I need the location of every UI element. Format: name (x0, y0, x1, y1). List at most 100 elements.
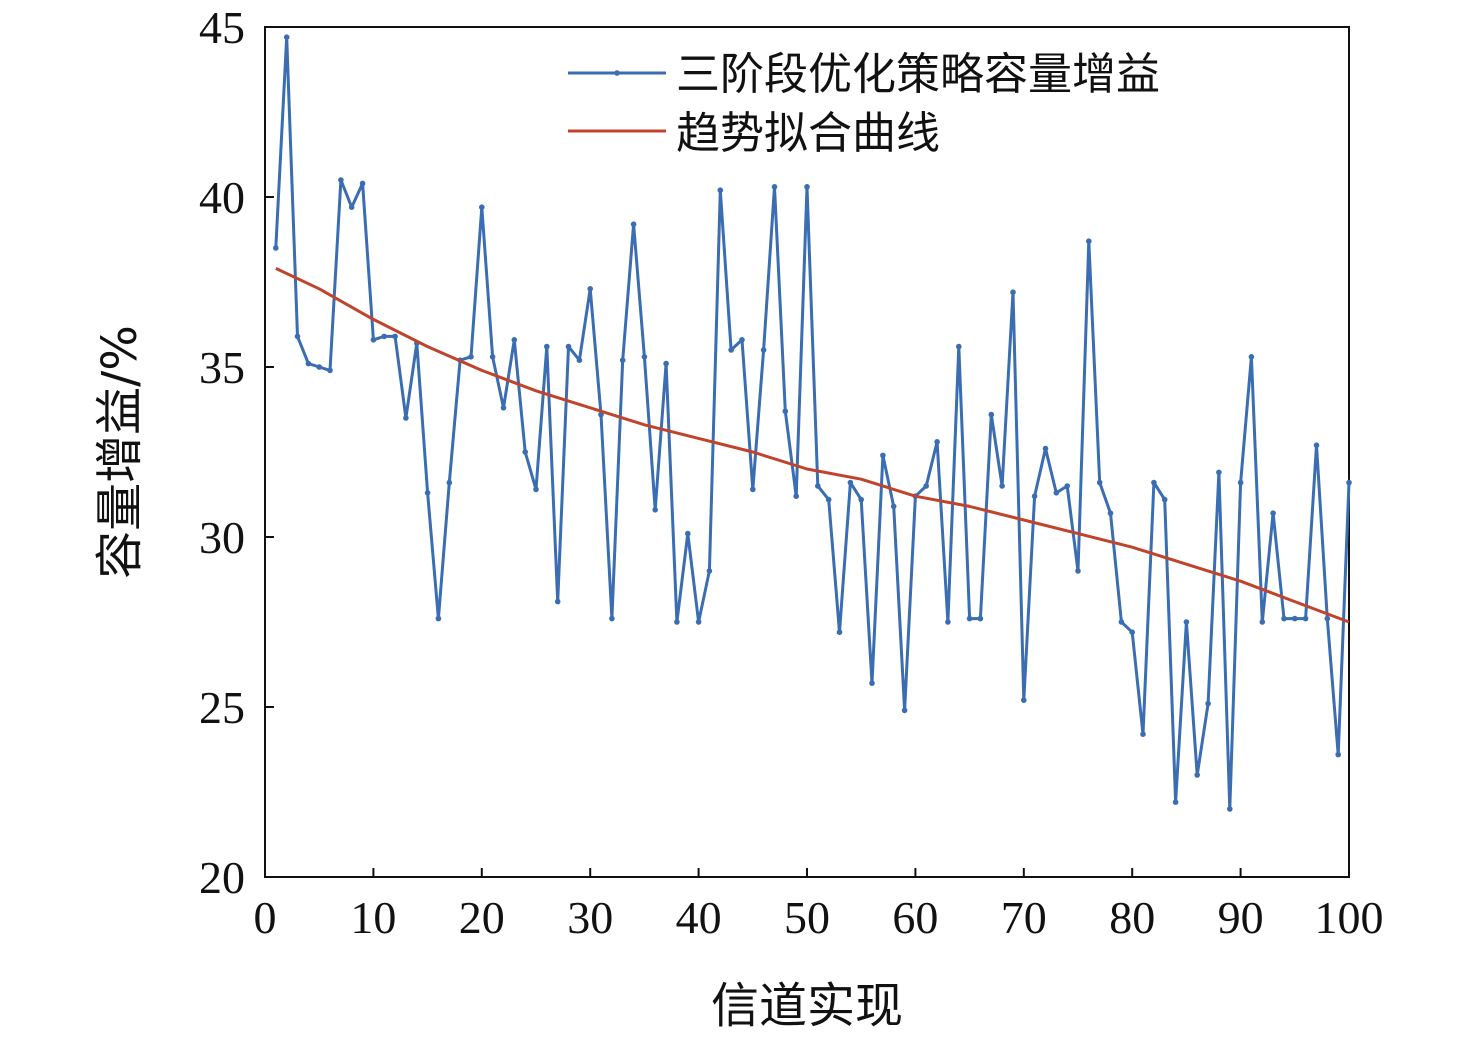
data-point (1129, 629, 1135, 635)
data-point (598, 411, 604, 418)
data-point (869, 680, 875, 686)
data-point (446, 479, 453, 486)
data-point (977, 615, 984, 622)
x-tick-label: 30 (567, 892, 613, 943)
data-point (1216, 469, 1222, 476)
data-point (1075, 568, 1081, 574)
data-point (327, 367, 333, 374)
data-point (630, 221, 637, 227)
data-point (1151, 479, 1157, 486)
data-point (706, 568, 713, 574)
data-point (793, 493, 799, 500)
data-point (1118, 619, 1125, 625)
data-point (988, 411, 995, 418)
data-point (1335, 751, 1341, 758)
y-tick-label: 25 (199, 682, 245, 733)
data-point (641, 354, 648, 360)
data-point (1140, 731, 1146, 737)
data-point (1281, 615, 1287, 622)
data-point (804, 184, 810, 190)
data-point (348, 204, 355, 210)
data-point (728, 347, 734, 353)
data-point (858, 496, 864, 503)
data-point (1172, 799, 1179, 805)
data-point (403, 415, 409, 421)
data-point (619, 357, 626, 364)
data-point (815, 483, 821, 489)
data-point (305, 360, 312, 367)
data-point (1086, 238, 1092, 244)
data-point (1064, 483, 1070, 489)
data-point (1031, 493, 1038, 500)
data-point (273, 245, 279, 251)
legend: 三阶段优化策略容量增益 趋势拟合曲线 (568, 49, 1160, 159)
data-point (890, 503, 897, 510)
x-tick-label: 20 (459, 892, 505, 943)
data-point (1183, 619, 1190, 625)
data-point (674, 619, 680, 625)
data-point (934, 439, 940, 445)
x-axis-title: 信道实现 (711, 978, 903, 1034)
data-point (533, 486, 539, 493)
y-tick-label: 35 (199, 342, 245, 393)
data-point (500, 405, 507, 411)
data-point (544, 343, 550, 350)
data-point (685, 530, 691, 537)
data-point (825, 496, 832, 503)
series-layer (273, 34, 1352, 812)
data-point (381, 333, 388, 340)
data-point (1161, 496, 1168, 503)
data-point (966, 615, 973, 622)
data-point (1248, 354, 1255, 360)
data-point (999, 483, 1005, 489)
data-point (435, 615, 442, 622)
series-line-2 (275, 267, 1350, 624)
series-line-1 (274, 35, 1351, 811)
data-point (392, 333, 398, 340)
data-point (652, 507, 658, 513)
data-point (489, 354, 496, 360)
data-point (901, 707, 908, 714)
data-point (316, 364, 323, 370)
x-tick-label: 60 (892, 892, 938, 943)
x-tick-label: 100 (1315, 892, 1384, 943)
data-point (782, 408, 789, 415)
data-point (1227, 806, 1233, 812)
legend-marker-series-1 (614, 70, 620, 76)
x-tick-label: 40 (676, 892, 722, 943)
x-axis-ticks: 0 10 20 30 40 50 60 70 80 90 100 (254, 868, 1384, 943)
x-tick-label: 10 (350, 892, 396, 943)
data-point (1270, 510, 1276, 516)
data-point (479, 204, 485, 210)
data-point (554, 598, 561, 605)
data-point (836, 629, 843, 635)
x-tick-label: 70 (1001, 892, 1047, 943)
x-tick-label: 50 (784, 892, 830, 943)
data-point (880, 452, 886, 459)
data-point (468, 354, 474, 360)
x-tick-label: 80 (1109, 892, 1155, 943)
y-tick-label: 45 (199, 2, 245, 53)
data-point (1324, 615, 1331, 622)
data-point (511, 337, 518, 343)
data-point (1010, 289, 1016, 296)
data-point (294, 333, 301, 340)
x-tick-label: 0 (254, 892, 277, 943)
data-point (1259, 619, 1266, 625)
data-point (1313, 442, 1320, 449)
data-point (945, 619, 951, 625)
data-point (739, 337, 745, 343)
data-point (1096, 479, 1103, 486)
data-point (695, 619, 702, 625)
data-point (1194, 772, 1200, 778)
data-point (717, 187, 724, 193)
y-tick-label: 20 (199, 852, 245, 903)
data-point (1346, 479, 1352, 486)
data-point (1302, 615, 1309, 622)
legend-label-series-2: 趋势拟合曲线 (676, 108, 940, 159)
data-point (1021, 697, 1027, 703)
data-point (760, 347, 767, 353)
data-point (424, 490, 431, 496)
data-point (1053, 490, 1060, 496)
